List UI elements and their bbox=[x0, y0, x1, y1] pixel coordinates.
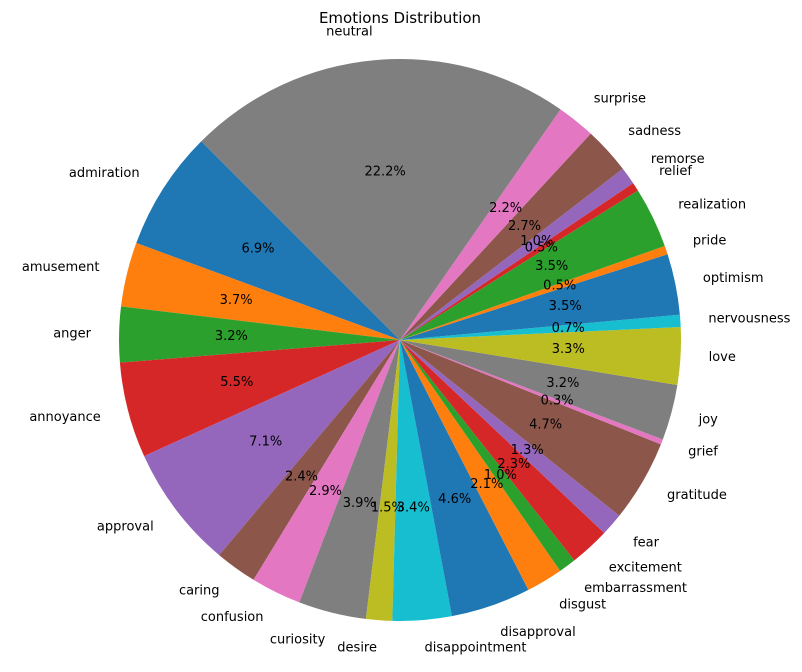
slice-remorse bbox=[400, 168, 634, 340]
category-label-caring: caring bbox=[179, 583, 220, 598]
percentage-label-annoyance: 5.5% bbox=[220, 375, 253, 390]
category-label-amusement: amusement bbox=[22, 260, 100, 275]
percentage-label-remorse: 1.0% bbox=[520, 234, 553, 249]
percentage-label-surprise: 2.2% bbox=[489, 201, 522, 216]
category-label-grief: grief bbox=[688, 445, 718, 460]
category-label-excitement: excitement bbox=[609, 561, 682, 576]
category-label-approval: approval bbox=[97, 519, 154, 534]
category-label-surprise: surprise bbox=[594, 92, 646, 107]
slice-disapproval bbox=[400, 340, 529, 617]
slice-confusion bbox=[253, 340, 400, 603]
slice-fear bbox=[400, 340, 620, 534]
slice-nervousness bbox=[400, 314, 681, 340]
percentage-label-fear: 1.3% bbox=[511, 443, 544, 458]
percentage-label-relief: 0.5% bbox=[525, 241, 558, 256]
slice-neutral bbox=[201, 58, 561, 340]
percentage-label-disgust: 2.1% bbox=[470, 477, 503, 492]
category-label-neutral: neutral bbox=[326, 25, 373, 40]
category-label-fear: fear bbox=[633, 536, 660, 551]
percentage-label-confusion: 2.9% bbox=[309, 484, 342, 499]
percentage-label-pride: 0.5% bbox=[543, 279, 576, 294]
category-labels: admiration amusement anger annoyance approva… bbox=[22, 25, 791, 656]
slice-optimism bbox=[400, 254, 680, 340]
category-label-sadness: sadness bbox=[628, 124, 681, 139]
slice-disgust bbox=[400, 340, 561, 590]
category-label-remorse: remorse bbox=[651, 152, 705, 167]
category-label-love: love bbox=[709, 350, 736, 365]
slice-admiration bbox=[136, 141, 400, 340]
slice-disappointment bbox=[392, 340, 452, 621]
slice-annoyance bbox=[119, 340, 401, 457]
slice-curiosity bbox=[299, 340, 400, 619]
category-label-confusion: confusion bbox=[201, 610, 264, 625]
slice-gratitude bbox=[400, 340, 661, 516]
slice-amusement bbox=[121, 243, 401, 340]
percentage-label-gratitude: 4.7% bbox=[529, 417, 562, 432]
category-label-embarrassment: embarrassment bbox=[584, 581, 687, 596]
slice-embarrassment bbox=[400, 340, 575, 571]
slice-joy bbox=[400, 340, 678, 440]
category-label-gratitude: gratitude bbox=[667, 488, 727, 503]
percentage-label-sadness: 2.7% bbox=[508, 219, 541, 234]
percentage-label-nervousness: 0.7% bbox=[552, 321, 585, 336]
slice-caring bbox=[219, 340, 400, 580]
percentage-label-excitement: 2.3% bbox=[497, 457, 530, 472]
slice-excitement bbox=[400, 340, 605, 561]
percentage-labels: 6.9% 3.7% 3.2% 5.5% 7.1% 2.4%2.9%3.9%1.5%3.4%… bbox=[215, 165, 585, 516]
percentage-label-desire: 1.5% bbox=[371, 501, 404, 516]
slice-grief bbox=[400, 340, 663, 445]
percentage-label-amusement: 3.7% bbox=[220, 293, 253, 308]
slice-desire bbox=[365, 340, 400, 621]
percentage-label-curiosity: 3.9% bbox=[343, 496, 376, 511]
percentage-label-neutral: 22.2% bbox=[364, 165, 405, 180]
chart-title: Emotions Distribution bbox=[319, 9, 481, 27]
percentage-label-joy: 3.2% bbox=[546, 376, 579, 391]
category-label-admiration: admiration bbox=[69, 166, 140, 181]
category-label-disgust: disgust bbox=[559, 598, 606, 613]
percentage-label-admiration: 6.9% bbox=[241, 242, 274, 257]
category-label-disapproval: disapproval bbox=[500, 625, 575, 640]
category-label-curiosity: curiosity bbox=[270, 632, 326, 647]
category-label-nervousness: nervousness bbox=[708, 311, 790, 326]
slice-anger bbox=[119, 306, 400, 363]
percentage-label-disappointment: 3.4% bbox=[397, 501, 430, 516]
percentage-label-love: 3.3% bbox=[552, 342, 585, 357]
slice-surprise bbox=[400, 109, 591, 341]
percentage-label-caring: 2.4% bbox=[285, 469, 318, 484]
percentage-label-approval: 7.1% bbox=[249, 434, 282, 449]
pie-slices bbox=[119, 58, 681, 621]
slice-pride bbox=[400, 245, 668, 340]
category-label-optimism: optimism bbox=[703, 271, 764, 286]
category-label-realization: realization bbox=[678, 198, 746, 213]
category-label-anger: anger bbox=[53, 326, 91, 341]
slice-love bbox=[400, 327, 681, 385]
category-label-joy: joy bbox=[698, 412, 719, 427]
slice-approval bbox=[144, 340, 400, 556]
percentage-label-realization: 3.5% bbox=[535, 259, 568, 274]
category-label-pride: pride bbox=[693, 234, 726, 249]
percentage-label-anger: 3.2% bbox=[215, 329, 248, 344]
slice-relief bbox=[400, 183, 638, 340]
percentage-label-optimism: 3.5% bbox=[549, 299, 582, 314]
category-label-annoyance: annoyance bbox=[29, 410, 100, 425]
percentage-label-embarrassment: 1.0% bbox=[484, 468, 517, 483]
percentage-label-grief: 0.3% bbox=[541, 394, 574, 409]
category-label-desire: desire bbox=[337, 641, 377, 656]
category-label-disappointment: disappointment bbox=[425, 641, 527, 656]
slice-sadness bbox=[400, 133, 623, 340]
slice-realization bbox=[400, 190, 665, 340]
category-label-relief: relief bbox=[659, 164, 692, 179]
percentage-label-disapproval: 4.6% bbox=[438, 492, 471, 507]
